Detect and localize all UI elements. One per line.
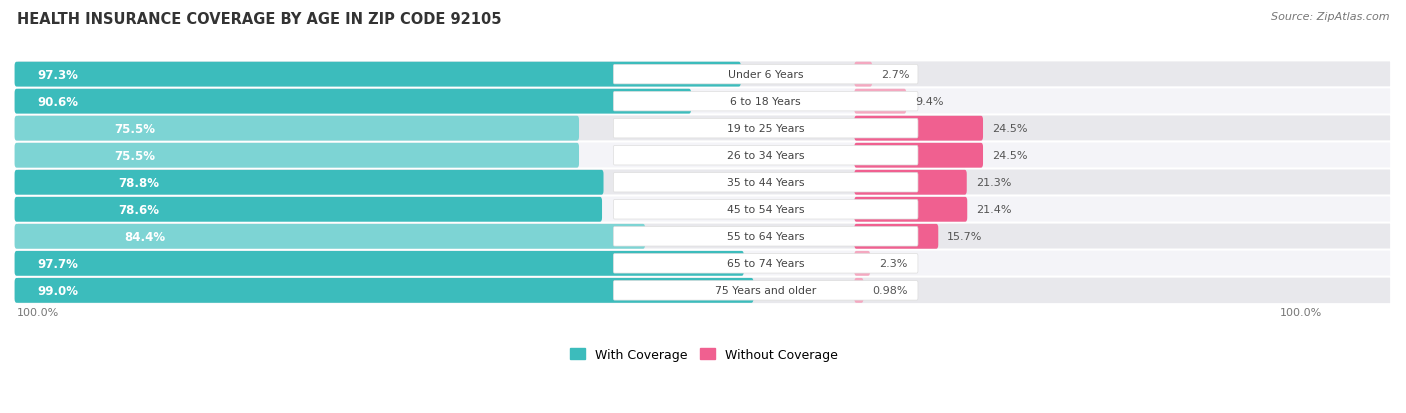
- Text: 6 to 18 Years: 6 to 18 Years: [730, 97, 801, 107]
- Text: 65 to 74 Years: 65 to 74 Years: [727, 259, 804, 269]
- Text: 21.3%: 21.3%: [976, 178, 1011, 188]
- Text: 2.7%: 2.7%: [882, 70, 910, 80]
- Text: 75 Years and older: 75 Years and older: [716, 286, 817, 296]
- FancyBboxPatch shape: [14, 62, 741, 88]
- FancyBboxPatch shape: [17, 115, 1391, 142]
- Text: 55 to 64 Years: 55 to 64 Years: [727, 232, 804, 242]
- FancyBboxPatch shape: [14, 278, 754, 303]
- FancyBboxPatch shape: [613, 119, 918, 139]
- FancyBboxPatch shape: [613, 65, 918, 85]
- FancyBboxPatch shape: [17, 277, 1391, 304]
- Text: 9.4%: 9.4%: [915, 97, 943, 107]
- FancyBboxPatch shape: [17, 61, 1391, 89]
- Text: 2.3%: 2.3%: [879, 259, 907, 269]
- Text: 78.6%: 78.6%: [118, 203, 159, 216]
- Text: 100.0%: 100.0%: [17, 307, 59, 317]
- Text: 78.8%: 78.8%: [118, 176, 159, 189]
- FancyBboxPatch shape: [613, 173, 918, 192]
- FancyBboxPatch shape: [855, 251, 870, 276]
- FancyBboxPatch shape: [14, 251, 744, 276]
- FancyBboxPatch shape: [855, 278, 863, 303]
- FancyBboxPatch shape: [17, 88, 1391, 116]
- FancyBboxPatch shape: [613, 254, 918, 273]
- Text: 90.6%: 90.6%: [37, 95, 79, 108]
- Text: 97.3%: 97.3%: [37, 69, 79, 81]
- Text: Under 6 Years: Under 6 Years: [728, 70, 803, 80]
- Text: 45 to 54 Years: 45 to 54 Years: [727, 205, 804, 215]
- FancyBboxPatch shape: [613, 281, 918, 300]
- FancyBboxPatch shape: [17, 196, 1391, 223]
- FancyBboxPatch shape: [14, 90, 692, 114]
- Text: 84.4%: 84.4%: [124, 230, 166, 243]
- FancyBboxPatch shape: [855, 116, 983, 141]
- Text: 0.98%: 0.98%: [872, 286, 908, 296]
- FancyBboxPatch shape: [855, 143, 983, 168]
- Text: 26 to 34 Years: 26 to 34 Years: [727, 151, 804, 161]
- Text: 21.4%: 21.4%: [976, 205, 1012, 215]
- FancyBboxPatch shape: [17, 169, 1391, 197]
- FancyBboxPatch shape: [14, 171, 603, 195]
- FancyBboxPatch shape: [613, 92, 918, 112]
- Text: 97.7%: 97.7%: [37, 257, 79, 270]
- FancyBboxPatch shape: [17, 142, 1391, 170]
- Text: 19 to 25 Years: 19 to 25 Years: [727, 124, 804, 134]
- Legend: With Coverage, Without Coverage: With Coverage, Without Coverage: [569, 348, 838, 361]
- Text: Source: ZipAtlas.com: Source: ZipAtlas.com: [1271, 12, 1389, 22]
- Text: 24.5%: 24.5%: [993, 151, 1028, 161]
- Text: HEALTH INSURANCE COVERAGE BY AGE IN ZIP CODE 92105: HEALTH INSURANCE COVERAGE BY AGE IN ZIP …: [17, 12, 502, 27]
- Text: 100.0%: 100.0%: [1279, 307, 1322, 317]
- FancyBboxPatch shape: [14, 224, 645, 249]
- FancyBboxPatch shape: [855, 62, 872, 88]
- FancyBboxPatch shape: [855, 224, 938, 249]
- FancyBboxPatch shape: [14, 197, 602, 222]
- FancyBboxPatch shape: [613, 200, 918, 219]
- Text: 35 to 44 Years: 35 to 44 Years: [727, 178, 804, 188]
- FancyBboxPatch shape: [855, 90, 907, 114]
- FancyBboxPatch shape: [17, 250, 1391, 278]
- Text: 15.7%: 15.7%: [948, 232, 983, 242]
- FancyBboxPatch shape: [613, 227, 918, 247]
- Text: 75.5%: 75.5%: [114, 150, 156, 162]
- FancyBboxPatch shape: [855, 197, 967, 222]
- FancyBboxPatch shape: [613, 146, 918, 166]
- Text: 24.5%: 24.5%: [993, 124, 1028, 134]
- Text: 75.5%: 75.5%: [114, 122, 156, 135]
- FancyBboxPatch shape: [17, 223, 1391, 250]
- FancyBboxPatch shape: [14, 116, 579, 141]
- FancyBboxPatch shape: [14, 143, 579, 168]
- Text: 99.0%: 99.0%: [37, 284, 79, 297]
- FancyBboxPatch shape: [855, 171, 967, 195]
